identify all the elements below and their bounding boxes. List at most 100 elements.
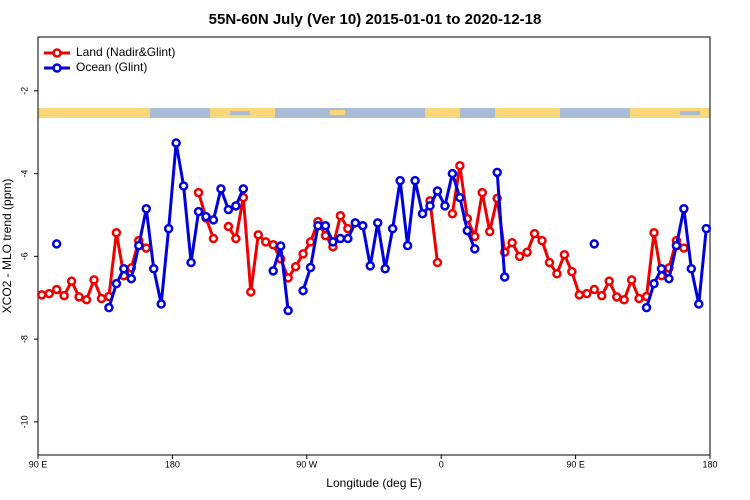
data-point — [447, 208, 458, 219]
data-point — [514, 251, 525, 262]
data-point — [96, 293, 107, 304]
data-point — [701, 223, 712, 234]
data-point — [74, 292, 84, 302]
data-point — [328, 237, 338, 247]
data-point — [268, 240, 278, 250]
data-point — [246, 287, 256, 297]
data-point — [343, 233, 353, 244]
data-point — [290, 261, 301, 272]
data-point — [223, 204, 234, 215]
data-point — [44, 288, 54, 299]
data-point — [679, 243, 689, 253]
data-point — [455, 160, 465, 171]
x-axis-label: Longitude (deg E) — [326, 476, 421, 490]
y-tick-label: -4 — [19, 170, 29, 178]
map-strip — [38, 108, 710, 118]
data-point — [223, 221, 234, 232]
data-point — [358, 220, 368, 231]
data-point — [589, 284, 600, 295]
data-point — [66, 276, 77, 286]
data-point — [89, 275, 99, 285]
data-point — [231, 201, 241, 211]
data-point — [119, 264, 129, 274]
data-point — [126, 273, 137, 284]
data-point — [649, 278, 659, 289]
y-tick-label: -10 — [19, 415, 29, 428]
data-point — [178, 181, 189, 191]
legend-marker — [52, 48, 62, 58]
data-point — [193, 206, 204, 217]
data-point — [477, 187, 488, 198]
data-point — [171, 138, 181, 148]
data-point — [522, 247, 532, 257]
data-point — [484, 226, 495, 237]
data-point — [148, 264, 159, 274]
data-point — [470, 231, 480, 242]
data-point — [470, 244, 480, 254]
data-point — [410, 175, 420, 186]
data-point — [134, 240, 144, 251]
data-point — [111, 228, 122, 238]
data-point — [462, 225, 473, 236]
chart-title: 55N-60N July (Ver 10) 2015-01-01 to 2020… — [209, 11, 542, 28]
data-point — [499, 272, 510, 282]
plot-frame — [37, 36, 711, 456]
data-point — [567, 266, 577, 277]
data-point — [320, 220, 331, 231]
data-point — [298, 285, 308, 296]
x-tick-label: 90 E — [29, 459, 48, 469]
data-point — [641, 302, 652, 313]
data-point — [559, 249, 570, 260]
data-point — [283, 305, 293, 316]
data-point — [186, 257, 196, 268]
data-point — [552, 268, 562, 279]
legend-label: Ocean (Glint) — [76, 60, 147, 74]
data-point — [238, 184, 249, 194]
data-point — [372, 218, 383, 228]
x-tick-label: 180 — [165, 459, 180, 469]
data-point — [201, 211, 211, 222]
data-point — [59, 290, 69, 301]
data-point — [626, 275, 637, 285]
data-point — [402, 240, 413, 251]
data-point — [81, 295, 92, 305]
data-point — [231, 233, 241, 244]
data-point — [596, 290, 607, 301]
data-point — [440, 201, 450, 211]
data-point — [253, 230, 264, 240]
data-point — [268, 266, 278, 276]
data-point — [432, 257, 443, 268]
data-point — [156, 299, 166, 309]
data-point — [275, 241, 286, 251]
data-point — [455, 192, 465, 203]
data-point — [395, 175, 405, 186]
data-point — [216, 184, 226, 194]
data-point — [507, 237, 517, 248]
x-tick-label: 0 — [439, 459, 444, 469]
y-axis-label: XCO2 - MLO trend (ppm) — [0, 179, 14, 314]
y-tick-label: -8 — [19, 335, 29, 343]
data-point — [335, 211, 346, 221]
data-point — [260, 237, 271, 247]
data-point — [51, 284, 62, 295]
data-point — [679, 204, 689, 214]
data-point — [492, 167, 502, 178]
data-point — [604, 276, 614, 286]
data-point — [365, 261, 376, 271]
y-tick-label: -2 — [19, 87, 29, 95]
data-point — [432, 186, 443, 196]
data-point — [298, 249, 308, 259]
data-point — [634, 293, 644, 304]
data-point — [305, 237, 316, 247]
x-tick-label: 180 — [702, 459, 717, 469]
data-point — [305, 262, 316, 273]
data-point — [141, 204, 152, 214]
data-point — [51, 239, 62, 249]
data-point — [36, 290, 47, 300]
data-point — [574, 290, 585, 300]
data-point — [104, 302, 114, 313]
data-point — [163, 223, 174, 234]
legend-marker — [52, 63, 62, 73]
data-point — [141, 243, 152, 253]
